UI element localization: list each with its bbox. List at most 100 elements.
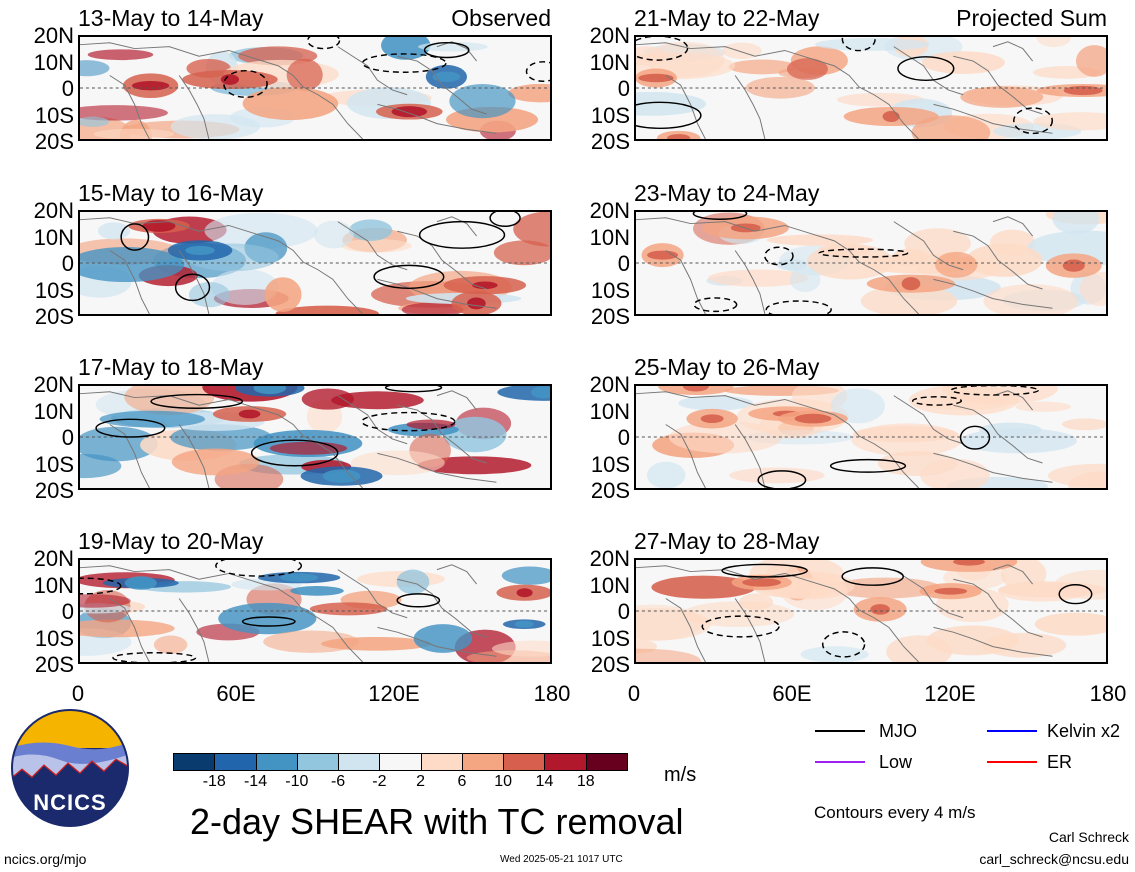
shear-map (634, 35, 1108, 141)
legend-mjo-line (815, 730, 865, 732)
latitude-label: 10N (589, 572, 630, 598)
latitude-label: 0 (61, 251, 74, 276)
panel-title: 23-May to 24-May (634, 180, 820, 206)
colorbar-tick-label: -2 (372, 773, 387, 790)
observed-label: Observed (451, 5, 551, 31)
latitude-label: 10N (589, 49, 630, 75)
legend-er-label: ER (1047, 752, 1073, 772)
colorbar-tick-label: 2 (416, 773, 426, 790)
latitude-label: 10N (33, 49, 74, 75)
latitude-label: 0 (61, 76, 74, 101)
colorbar-swatch (338, 753, 381, 771)
latitude-label: 0 (617, 599, 630, 624)
latitude-label: 20S (34, 304, 74, 329)
latitude-label: 10S (34, 102, 74, 128)
latitude-label: 10S (590, 277, 630, 303)
colorbar-tick-label: -14 (243, 773, 268, 790)
latitude-label: 20N (33, 372, 74, 397)
latitude-label: 20S (34, 478, 74, 503)
colorbar-swatch (544, 753, 587, 771)
colorbar-tick-label: -10 (285, 773, 309, 790)
longitude-label: 120E (924, 681, 976, 706)
latitude-label: 10N (589, 224, 630, 250)
panel-title: 27-May to 28-May (634, 528, 820, 554)
panel-title: 17-May to 18-May (78, 354, 264, 380)
latitude-label: 0 (617, 76, 630, 101)
contour-note: Contours every 4 m/s (814, 803, 976, 822)
shear-map (78, 558, 552, 664)
logo-text: NCICS (33, 790, 107, 815)
latitude-label: 10N (33, 224, 74, 250)
colorbar (173, 753, 628, 771)
projected-sum-label: Projected Sum (956, 5, 1107, 31)
panel-title: 13-May to 14-May (78, 5, 264, 31)
footer-timestamp: Wed 2025-05-21 1017 UTC (500, 854, 623, 865)
legend-kelvin-label: Kelvin x2 (1047, 721, 1121, 741)
latitude-label: 20N (589, 546, 630, 571)
longitude-label: 60E (216, 681, 256, 706)
latitude-label: 10N (33, 398, 74, 424)
latitude-label: 0 (61, 425, 74, 450)
latitude-label: 20S (590, 304, 630, 329)
legend-low-label: Low (879, 752, 913, 772)
longitude-label: 60E (772, 681, 812, 706)
latitude-label: 10N (589, 398, 630, 424)
longitude-label: 180 (1089, 681, 1127, 706)
colorbar-swatch (173, 753, 216, 771)
panel-title: 25-May to 26-May (634, 354, 820, 380)
colorbar-tick-label: 18 (576, 773, 595, 790)
colorbar-swatch (585, 753, 628, 771)
latitude-label: 0 (617, 425, 630, 450)
latitude-label: 0 (617, 251, 630, 276)
longitude-label: 120E (368, 681, 420, 706)
legend-mjo-label: MJO (879, 721, 917, 741)
latitude-label: 20N (33, 198, 74, 223)
footer-url: ncics.org/mjo (4, 851, 87, 867)
colorbar-swatch (255, 753, 298, 771)
panel-title: 15-May to 16-May (78, 180, 264, 206)
latitude-label: 20S (590, 129, 630, 154)
latitude-label: 20N (589, 198, 630, 223)
colorbar-tick-label: -6 (330, 773, 346, 790)
footer-author: Carl Schreck (1048, 829, 1129, 845)
ncics-logo: NCICS (10, 708, 130, 828)
latitude-label: 20N (589, 23, 630, 48)
latitude-label: 20N (33, 23, 74, 48)
colorbar-swatch (503, 753, 546, 771)
latitude-label: 20S (590, 478, 630, 503)
colorbar-swatch (214, 753, 257, 771)
figure-title: 2-day SHEAR with TC removal (190, 801, 684, 842)
latitude-label: 10S (34, 625, 74, 651)
latitude-label: 10N (33, 572, 74, 598)
latitude-label: 20N (33, 546, 74, 571)
latitude-label: 20S (34, 129, 74, 154)
legend: MJO Kelvin x2 Low ER (815, 718, 1120, 788)
longitude-label: 0 (627, 681, 641, 706)
colorbar-swatch (379, 753, 422, 771)
latitude-label: 10S (590, 451, 630, 477)
footer-email: carl_schreck@ncsu.edu (979, 851, 1129, 867)
colorbar-swatch (296, 753, 340, 771)
colorbar-swatch (461, 753, 505, 771)
latitude-label: 20S (590, 652, 630, 677)
latitude-label: 10S (590, 102, 630, 128)
longitude-label: 0 (71, 681, 85, 706)
colorbar-tick-label: 6 (457, 773, 467, 790)
latitude-label: 10S (34, 277, 74, 303)
longitude-label: 180 (533, 681, 571, 706)
shear-map (78, 210, 552, 316)
colorbar-unit: m/s (664, 764, 697, 786)
latitude-label: 10S (34, 451, 74, 477)
colorbar-tick-label: 14 (535, 773, 554, 790)
colorbar-tick-label: 10 (494, 773, 513, 790)
legend-low-line (815, 761, 865, 763)
shear-map (634, 558, 1108, 664)
shear-map (634, 210, 1108, 316)
legend-kelvin-line (987, 730, 1037, 732)
panel-title: 19-May to 20-May (78, 528, 264, 554)
shear-map (634, 384, 1108, 490)
shear-map (78, 384, 552, 490)
colorbar-swatch (420, 753, 463, 771)
legend-er-line (987, 761, 1037, 763)
latitude-label: 10S (590, 625, 630, 651)
